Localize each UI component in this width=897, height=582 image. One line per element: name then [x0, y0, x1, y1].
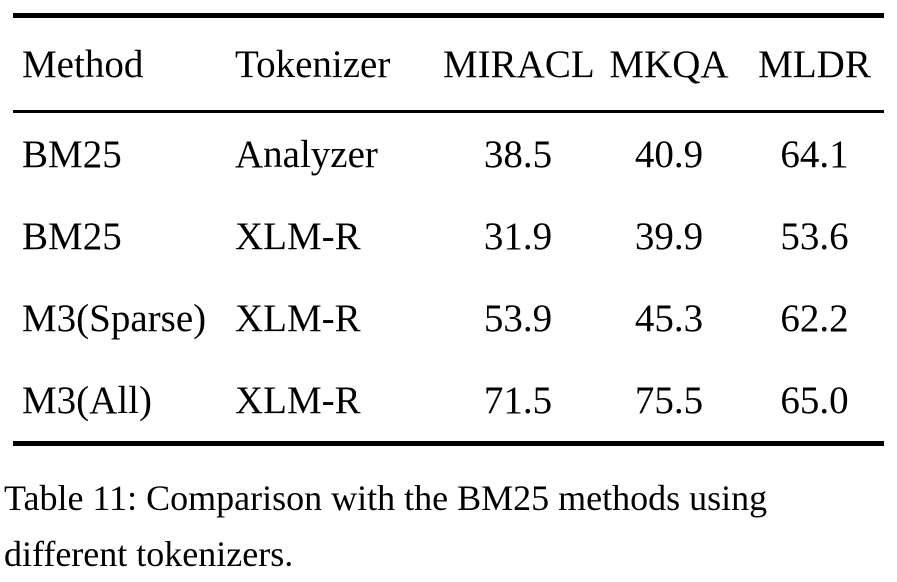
column-header-mldr: MLDR	[758, 42, 871, 86]
table-row: M3(Sparse) XLM-R 53.9 45.3 62.2	[13, 277, 884, 359]
tokenizer-cell: XLM-R	[235, 378, 361, 422]
method-cell: M3(Sparse)	[22, 296, 207, 340]
column-header-tokenizer: Tokenizer	[235, 42, 391, 86]
miracl-value: 53.9	[483, 296, 553, 340]
tokenizer-cell: Analyzer	[235, 132, 378, 176]
table-header-row: Method Tokenizer MIRACL MKQA MLDR	[13, 18, 884, 113]
mldr-value: 64.1	[780, 132, 849, 176]
table-row: BM25 Analyzer 38.5 40.9 64.1	[13, 113, 884, 195]
mkqa-value: 75.5	[634, 378, 704, 422]
paper-page: Method Tokenizer MIRACL MKQA MLDR BM25 A…	[0, 13, 897, 582]
mldr-value: 65.0	[780, 378, 849, 422]
mldr-value: 53.6	[780, 214, 849, 258]
miracl-value: 71.5	[483, 378, 553, 422]
method-cell: M3(All)	[22, 378, 152, 422]
table-caption: Table 11: Comparison with the BM25 metho…	[4, 478, 768, 574]
column-header-miracl: MIRACL	[443, 42, 595, 86]
tokenizer-cell: XLM-R	[235, 214, 361, 258]
method-cell: BM25	[22, 132, 122, 176]
mldr-value: 62.2	[780, 296, 849, 340]
table-row: BM25 XLM-R 31.9 39.9 53.6	[13, 195, 884, 277]
miracl-value: 31.9	[483, 214, 553, 258]
column-header-mkqa: MKQA	[609, 42, 729, 86]
method-cell: BM25	[22, 214, 122, 258]
miracl-value: 38.5	[483, 132, 553, 176]
results-table: Method Tokenizer MIRACL MKQA MLDR BM25 A…	[13, 13, 884, 446]
tokenizer-cell: XLM-R	[235, 296, 361, 340]
table-row: M3(All) XLM-R 71.5 75.5 65.0	[13, 359, 884, 441]
mkqa-value: 40.9	[634, 132, 704, 176]
column-header-method: Method	[22, 42, 144, 86]
mkqa-value: 45.3	[634, 296, 704, 340]
mkqa-value: 39.9	[634, 214, 704, 258]
